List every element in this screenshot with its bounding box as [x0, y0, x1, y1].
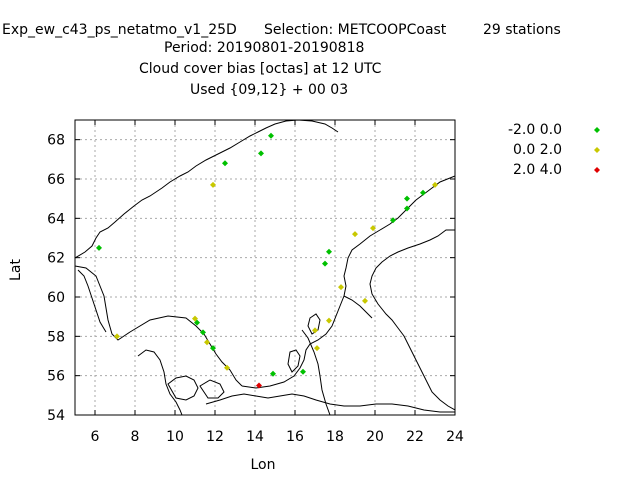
station-point [404, 195, 410, 202]
y-tick-label: 66 [47, 172, 65, 188]
x-tick-label: 24 [446, 429, 464, 445]
station-point [420, 189, 426, 196]
x-tick-label: 18 [326, 429, 344, 445]
y-tick-label: 54 [47, 408, 65, 424]
x-tick-label: 14 [246, 429, 264, 445]
station-point [338, 284, 344, 291]
station-point [362, 297, 368, 304]
coastline-map [75, 120, 455, 415]
x-tick-label: 10 [166, 429, 184, 445]
x-tick-label: 22 [406, 429, 424, 445]
x-tick-label: 16 [286, 429, 304, 445]
experiment-name: Exp_ew_c43_ps_netatmo_v1_25D [2, 22, 237, 38]
legend-label: -2.0 0.0 [508, 122, 562, 138]
y-tick-label: 58 [47, 329, 65, 345]
station-point [326, 248, 332, 255]
station-point [200, 329, 206, 336]
station-point [326, 317, 332, 324]
x-axis-label: Lon [251, 457, 276, 473]
station-point [322, 260, 328, 267]
station-point [96, 244, 102, 251]
x-tick-label: 20 [366, 429, 384, 445]
y-tick-label: 62 [47, 251, 65, 267]
y-tick-label: 60 [47, 290, 65, 306]
station-point [114, 333, 120, 340]
station-point [404, 205, 410, 212]
y-tick-label: 56 [47, 369, 65, 385]
station-point [192, 315, 198, 322]
station-point [224, 364, 230, 371]
y-tick-label: 68 [47, 133, 65, 149]
station-point [352, 231, 358, 238]
period-label: Period: 20190801-20190818 [164, 40, 365, 56]
station-point [258, 150, 264, 157]
station-point [268, 132, 274, 139]
legend-marker [594, 147, 600, 153]
station-point [314, 345, 320, 352]
station-point [270, 370, 276, 377]
station-point [210, 345, 216, 352]
selection-label: Selection: METCOOPCoast [264, 22, 447, 38]
station-point [256, 382, 262, 389]
x-tick-label: 8 [131, 429, 140, 445]
legend-label: 2.0 4.0 [513, 162, 562, 178]
station-point [390, 217, 396, 224]
x-tick-label: 6 [91, 429, 100, 445]
used-label: Used {09,12} + 00 03 [190, 82, 349, 98]
station-count: 29 stations [483, 22, 561, 38]
legend-marker [594, 167, 600, 173]
station-markers [96, 132, 438, 389]
station-point [222, 160, 228, 167]
station-point [432, 181, 438, 188]
station-point [312, 327, 318, 334]
chart-title: Cloud cover bias [octas] at 12 UTC [139, 61, 382, 77]
y-tick-label: 64 [47, 211, 65, 227]
legend-label: 0.0 2.0 [513, 142, 562, 158]
station-point [204, 339, 210, 346]
x-tick-label: 12 [206, 429, 224, 445]
station-point [370, 225, 376, 232]
plot-frame [74, 119, 456, 416]
station-point [210, 181, 216, 188]
y-axis-label: Lat [8, 259, 24, 281]
station-point [300, 368, 306, 375]
grid-lines [75, 120, 455, 415]
legend: -2.0 0.0 0.0 2.0 2.0 4.0 [508, 122, 600, 178]
legend-marker [594, 127, 600, 133]
